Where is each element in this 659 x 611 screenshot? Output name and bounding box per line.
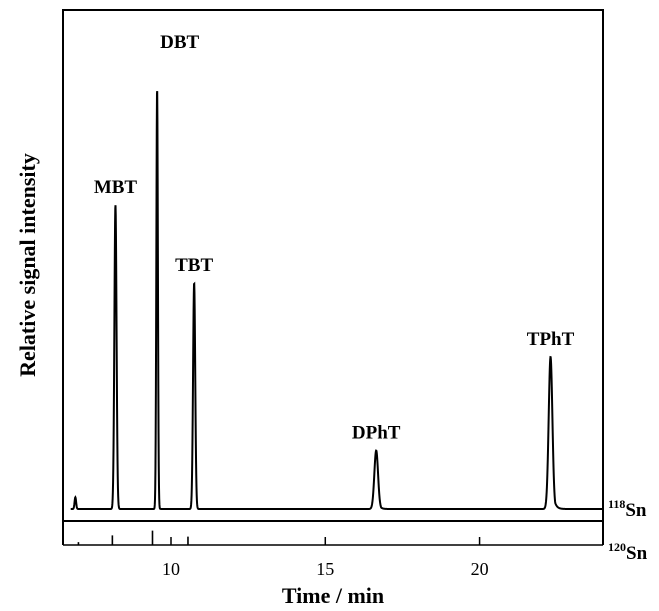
x-axis-ticks bbox=[170, 537, 481, 545]
y-axis-label: Relative signal intensity bbox=[15, 153, 40, 377]
series-118Sn-element: Sn bbox=[625, 500, 647, 521]
series-118Sn-trace bbox=[70, 90, 603, 510]
peak-label-mbt: MBT bbox=[94, 177, 138, 198]
x-tick-label-10: 10 bbox=[162, 559, 180, 579]
series-120Sn-mass: 120 bbox=[608, 540, 626, 554]
peak-label-tbt: TBT bbox=[175, 255, 213, 276]
peak-label-dpht: DPhT bbox=[352, 423, 401, 444]
series-120Sn-label: 120Sn bbox=[608, 540, 648, 564]
x-axis-tick-labels: 10 15 20 bbox=[162, 559, 489, 579]
series-120Sn-element: Sn bbox=[626, 543, 648, 564]
series-118Sn-mass: 118 bbox=[608, 497, 625, 511]
peak-labels: MBT DBT TBT DPhT TPhT bbox=[94, 32, 575, 444]
series-118Sn-label: 118Sn bbox=[608, 497, 647, 521]
peak-label-dbt: DBT bbox=[160, 32, 199, 53]
x-tick-label-15: 15 bbox=[316, 559, 334, 579]
peak-label-tpht: TPhT bbox=[527, 329, 575, 350]
x-axis-label: Time / min bbox=[282, 583, 384, 608]
series-120Sn-trace bbox=[77, 530, 189, 545]
plot-frame bbox=[62, 9, 604, 522]
x-tick-label-20: 20 bbox=[471, 559, 489, 579]
